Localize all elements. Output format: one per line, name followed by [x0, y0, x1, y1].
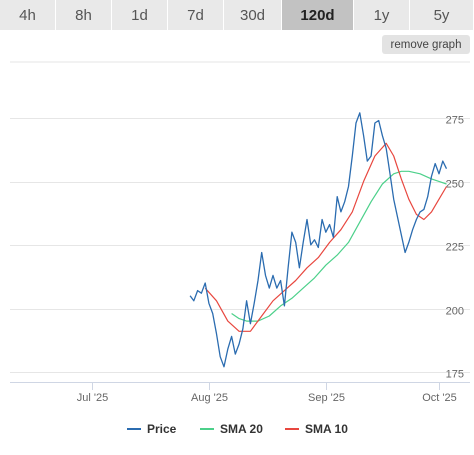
x-tick-label: Jul '25	[77, 392, 108, 404]
remove-graph-button[interactable]: remove graph	[382, 35, 470, 54]
y-tick-label: 200	[446, 306, 464, 318]
legend-item-price[interactable]: Price	[127, 419, 176, 439]
price-line	[189, 112, 448, 368]
y-tick-label: 175	[446, 369, 464, 381]
legend-item-sma20[interactable]: SMA 20	[200, 419, 263, 439]
time-range-tabs: 4h 8h 1d 7d 30d 120d 1y 5y	[0, 0, 474, 30]
sma20-line	[231, 170, 447, 322]
tab-120d[interactable]: 120d	[282, 0, 354, 30]
legend-swatch	[200, 428, 214, 430]
legend-label: SMA 20	[220, 422, 263, 436]
tab-7d[interactable]: 7d	[168, 0, 224, 30]
tab-1d[interactable]: 1d	[112, 0, 168, 30]
tab-1y[interactable]: 1y	[354, 0, 410, 30]
legend-swatch	[285, 428, 299, 430]
legend-swatch	[127, 428, 141, 430]
tab-30d[interactable]: 30d	[224, 0, 282, 30]
legend-label: Price	[147, 422, 177, 436]
y-tick-label: 275	[446, 115, 464, 127]
chart-legend: Price SMA 20 SMA 10	[0, 419, 474, 441]
x-tick-label: Sep '25	[308, 392, 345, 404]
y-tick-label: 250	[446, 179, 464, 191]
x-tick-label: Oct '25	[422, 392, 457, 404]
legend-item-sma10[interactable]: SMA 10	[285, 419, 348, 439]
tab-4h[interactable]: 4h	[0, 0, 56, 30]
y-tick-label: 225	[446, 242, 464, 254]
tab-8h[interactable]: 8h	[56, 0, 112, 30]
tab-5y[interactable]: 5y	[410, 0, 474, 30]
legend-label: SMA 10	[305, 422, 348, 436]
sma10-line	[204, 142, 448, 332]
x-tick-label: Aug '25	[191, 392, 228, 404]
